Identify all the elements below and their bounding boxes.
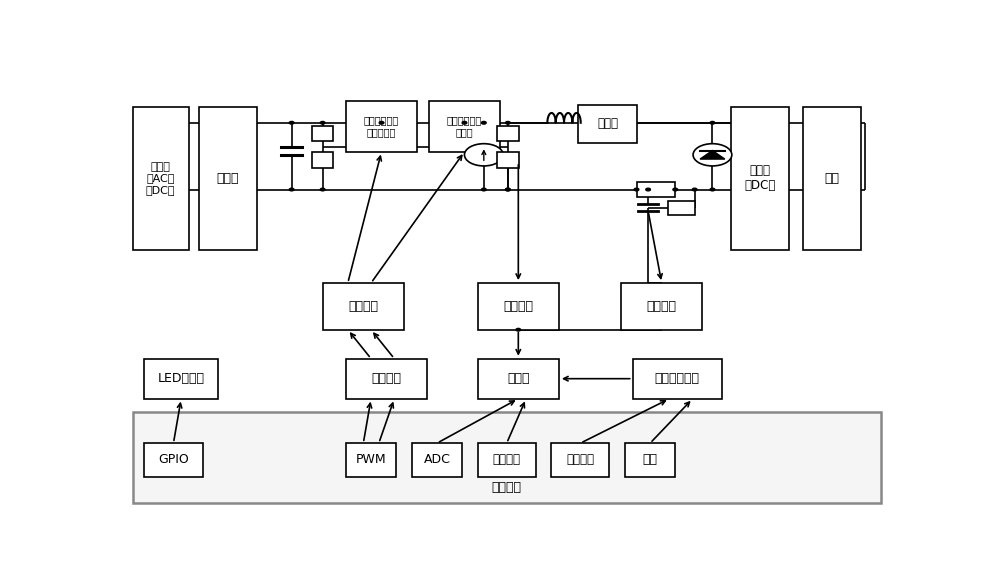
- Circle shape: [710, 188, 715, 191]
- Text: LED指示灯: LED指示灯: [158, 372, 205, 385]
- FancyBboxPatch shape: [637, 182, 675, 197]
- Text: 驱动电路: 驱动电路: [348, 300, 378, 313]
- Circle shape: [506, 121, 510, 124]
- FancyBboxPatch shape: [633, 358, 722, 399]
- FancyBboxPatch shape: [346, 443, 396, 477]
- Text: 保护功能无触
点开关元件: 保护功能无触 点开关元件: [364, 115, 399, 137]
- Text: 风机主控制器: 风机主控制器: [655, 372, 700, 385]
- FancyBboxPatch shape: [323, 283, 404, 329]
- FancyBboxPatch shape: [412, 443, 462, 477]
- Text: 隔离电路: 隔离电路: [372, 372, 402, 385]
- Polygon shape: [700, 150, 725, 159]
- FancyBboxPatch shape: [312, 151, 333, 168]
- Text: 逻辑控制: 逻辑控制: [493, 453, 521, 466]
- Circle shape: [289, 121, 294, 124]
- FancyBboxPatch shape: [133, 107, 189, 250]
- Circle shape: [506, 188, 510, 191]
- FancyBboxPatch shape: [625, 443, 675, 477]
- Circle shape: [634, 188, 639, 191]
- FancyBboxPatch shape: [803, 107, 861, 250]
- Text: 电流检测: 电流检测: [647, 300, 677, 313]
- FancyBboxPatch shape: [144, 443, 202, 477]
- FancyBboxPatch shape: [621, 283, 702, 329]
- Circle shape: [289, 188, 294, 191]
- FancyBboxPatch shape: [551, 443, 609, 477]
- Text: 开关功能无触
点元件: 开关功能无触 点元件: [447, 115, 482, 137]
- Text: 电压给定: 电压给定: [566, 453, 594, 466]
- FancyBboxPatch shape: [312, 127, 333, 142]
- FancyBboxPatch shape: [731, 107, 789, 250]
- FancyBboxPatch shape: [144, 358, 218, 399]
- FancyBboxPatch shape: [578, 105, 637, 143]
- FancyBboxPatch shape: [497, 127, 519, 142]
- Circle shape: [693, 144, 732, 166]
- FancyBboxPatch shape: [497, 151, 519, 168]
- Circle shape: [710, 121, 715, 124]
- Circle shape: [506, 188, 510, 191]
- Circle shape: [462, 121, 467, 124]
- Circle shape: [464, 144, 503, 166]
- Circle shape: [482, 188, 486, 191]
- Text: GPIO: GPIO: [158, 453, 189, 466]
- Circle shape: [646, 188, 650, 191]
- FancyBboxPatch shape: [133, 412, 881, 503]
- FancyBboxPatch shape: [429, 101, 500, 151]
- Text: 控制系统: 控制系统: [492, 481, 522, 494]
- Text: 整流桥: 整流桥: [216, 172, 239, 185]
- Text: ADC: ADC: [424, 453, 450, 466]
- Circle shape: [692, 188, 697, 191]
- Circle shape: [673, 188, 678, 191]
- FancyBboxPatch shape: [199, 107, 257, 250]
- FancyBboxPatch shape: [478, 443, 536, 477]
- FancyBboxPatch shape: [478, 358, 559, 399]
- Text: 输出端
（DC）: 输出端 （DC）: [744, 164, 776, 192]
- Text: 输入端
（AC）
（DC）: 输入端 （AC） （DC）: [146, 162, 175, 195]
- Text: 熔断器: 熔断器: [597, 117, 618, 131]
- FancyBboxPatch shape: [346, 358, 427, 399]
- Circle shape: [516, 328, 521, 331]
- Circle shape: [320, 188, 325, 191]
- Circle shape: [482, 121, 486, 124]
- Circle shape: [320, 121, 325, 124]
- Text: 电压检测: 电压检测: [503, 300, 533, 313]
- Text: PWM: PWM: [356, 453, 386, 466]
- FancyBboxPatch shape: [346, 101, 417, 151]
- FancyBboxPatch shape: [668, 201, 695, 215]
- Text: 抱闸: 抱闸: [825, 172, 840, 185]
- Circle shape: [379, 121, 384, 124]
- Text: 通讯: 通讯: [643, 453, 658, 466]
- Text: 比较器: 比较器: [507, 372, 530, 385]
- FancyBboxPatch shape: [478, 283, 559, 329]
